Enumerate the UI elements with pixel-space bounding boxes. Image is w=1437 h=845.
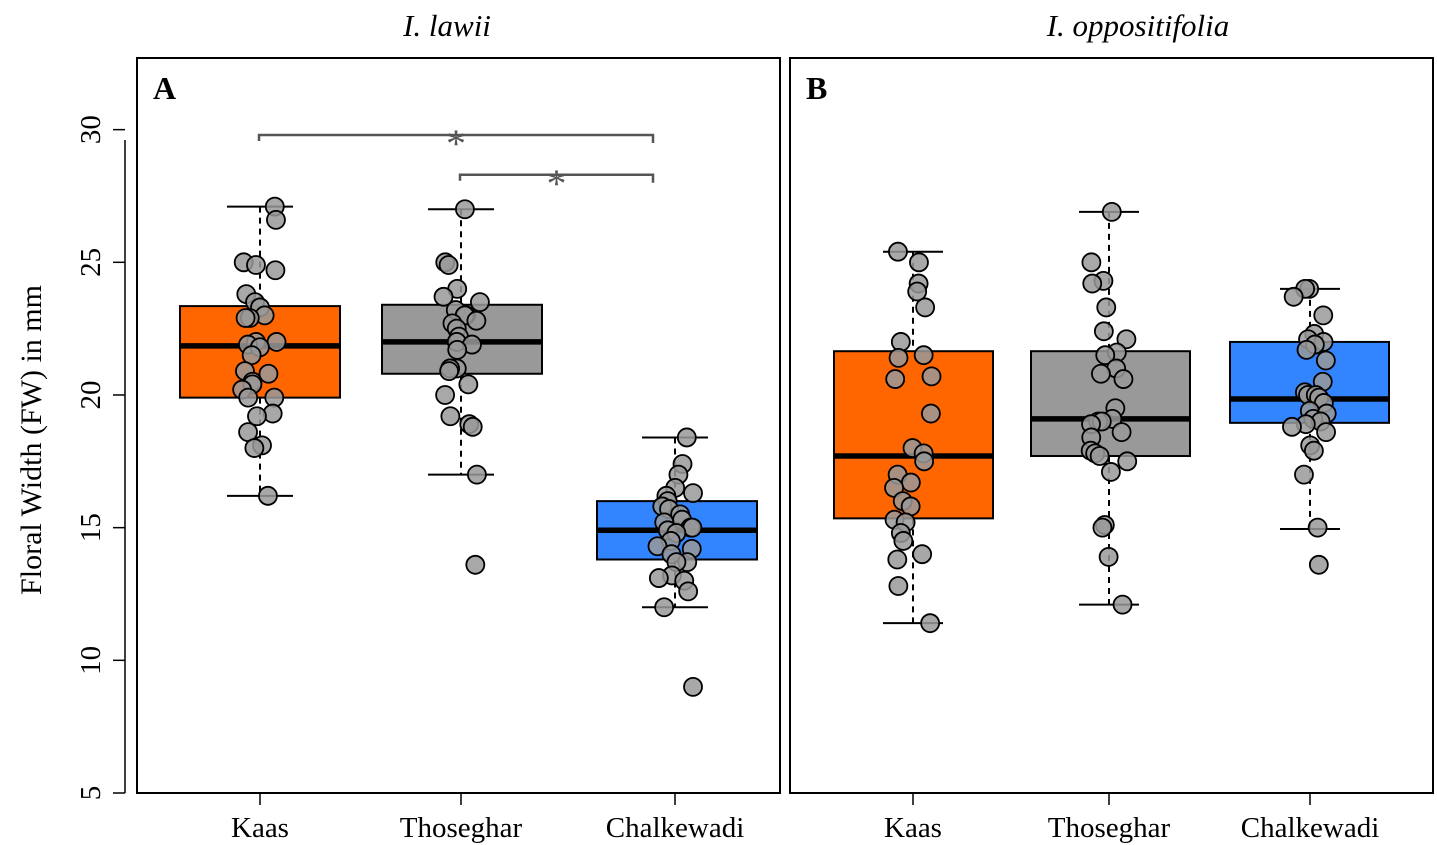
data-point xyxy=(466,310,487,331)
significance-star: * xyxy=(547,161,567,206)
x-tick-label: Thoseghar xyxy=(1048,812,1171,844)
data-point xyxy=(1092,517,1113,538)
data-point xyxy=(258,363,279,384)
significance-bracket xyxy=(458,173,655,183)
data-point xyxy=(888,576,909,596)
y-tick-label: 15 xyxy=(75,513,107,542)
data-point xyxy=(1093,321,1114,342)
panel-a-frame xyxy=(136,57,781,794)
data-point xyxy=(1082,273,1103,294)
data-point xyxy=(465,554,486,575)
data-point xyxy=(1113,369,1134,389)
data-point xyxy=(1081,252,1102,273)
significance-bracket xyxy=(257,133,655,143)
x-tick-label: Chalkewadi xyxy=(1241,812,1380,844)
data-point xyxy=(265,260,286,281)
x-tick-label: Thoseghar xyxy=(400,812,523,844)
data-point xyxy=(440,406,461,427)
data-point xyxy=(1091,363,1111,384)
data-point xyxy=(247,406,267,427)
data-point xyxy=(1112,594,1133,615)
data-point xyxy=(1116,329,1137,350)
data-point xyxy=(1117,451,1138,472)
data-point xyxy=(1283,286,1304,307)
y-tick-label: 30 xyxy=(75,115,107,144)
data-point xyxy=(907,281,928,302)
data-point xyxy=(678,581,699,602)
data-point xyxy=(266,209,286,230)
data-point xyxy=(921,366,942,387)
data-point xyxy=(455,199,475,220)
data-point xyxy=(462,416,483,437)
data-point xyxy=(1095,345,1116,366)
data-point xyxy=(1096,297,1117,318)
data-point xyxy=(888,347,909,368)
y-tick-label: 10 xyxy=(75,646,107,675)
data-point xyxy=(920,613,941,634)
data-point xyxy=(909,252,929,273)
data-point xyxy=(654,597,675,618)
data-point xyxy=(1101,462,1121,482)
y-ticks: 5 10 15 20 25 30 xyxy=(75,115,125,800)
data-point xyxy=(1313,305,1334,326)
data-point xyxy=(1303,440,1324,461)
data-point xyxy=(439,361,459,382)
data-point xyxy=(912,544,933,565)
panel-a-plot: Kaas Thoseghar Chalkewadi * * xyxy=(179,121,758,844)
x-tick-label: Kaas xyxy=(884,812,942,844)
data-point xyxy=(920,403,941,424)
data-point xyxy=(915,297,936,318)
data-point xyxy=(447,339,468,360)
data-point xyxy=(1296,339,1317,360)
data-point xyxy=(913,345,934,366)
data-point xyxy=(683,483,703,504)
panel-b-plot: Kaas Thoseghar Chalkewadi xyxy=(833,201,1390,844)
y-axis-label: Floral Width (FW) in mm xyxy=(15,285,48,595)
panel-b-letter: B xyxy=(806,70,827,106)
x-tick-label: Kaas xyxy=(231,812,289,844)
panel-b-title: I. oppositifolia xyxy=(1046,8,1230,43)
data-point xyxy=(1307,517,1328,538)
data-point xyxy=(435,385,456,405)
data-point xyxy=(1294,464,1314,485)
data-point xyxy=(1315,350,1336,371)
data-point xyxy=(235,308,256,328)
y-tick-label: 20 xyxy=(75,380,107,409)
data-point xyxy=(683,676,703,697)
y-tick-label: 5 xyxy=(75,786,107,801)
data-point xyxy=(1111,422,1132,443)
data-point xyxy=(466,464,487,485)
data-point xyxy=(914,451,935,472)
data-point xyxy=(470,292,490,313)
data-point xyxy=(1089,446,1110,466)
data-point xyxy=(887,549,908,570)
data-point xyxy=(1098,546,1119,567)
data-point xyxy=(238,387,259,408)
data-point xyxy=(244,438,265,458)
data-point xyxy=(676,427,697,448)
data-point xyxy=(266,332,287,352)
panel-a-title: I. lawii xyxy=(402,8,491,43)
data-point xyxy=(246,255,266,275)
data-point xyxy=(648,568,669,588)
data-point xyxy=(1308,554,1329,575)
data-point xyxy=(1101,201,1122,222)
x-tick-label: Chalkewadi xyxy=(606,812,745,844)
box-kaas xyxy=(833,350,994,520)
significance-star: * xyxy=(446,121,466,166)
data-point xyxy=(438,255,459,275)
y-tick-label: 25 xyxy=(75,248,107,277)
data-point xyxy=(458,374,479,395)
data-point xyxy=(1316,422,1336,443)
panel-a-letter: A xyxy=(153,70,176,106)
data-point xyxy=(433,286,454,307)
data-point xyxy=(258,485,278,506)
data-point xyxy=(893,531,914,551)
data-point xyxy=(885,369,906,389)
data-point xyxy=(888,241,908,262)
data-point xyxy=(900,472,921,493)
data-point xyxy=(1282,416,1302,437)
